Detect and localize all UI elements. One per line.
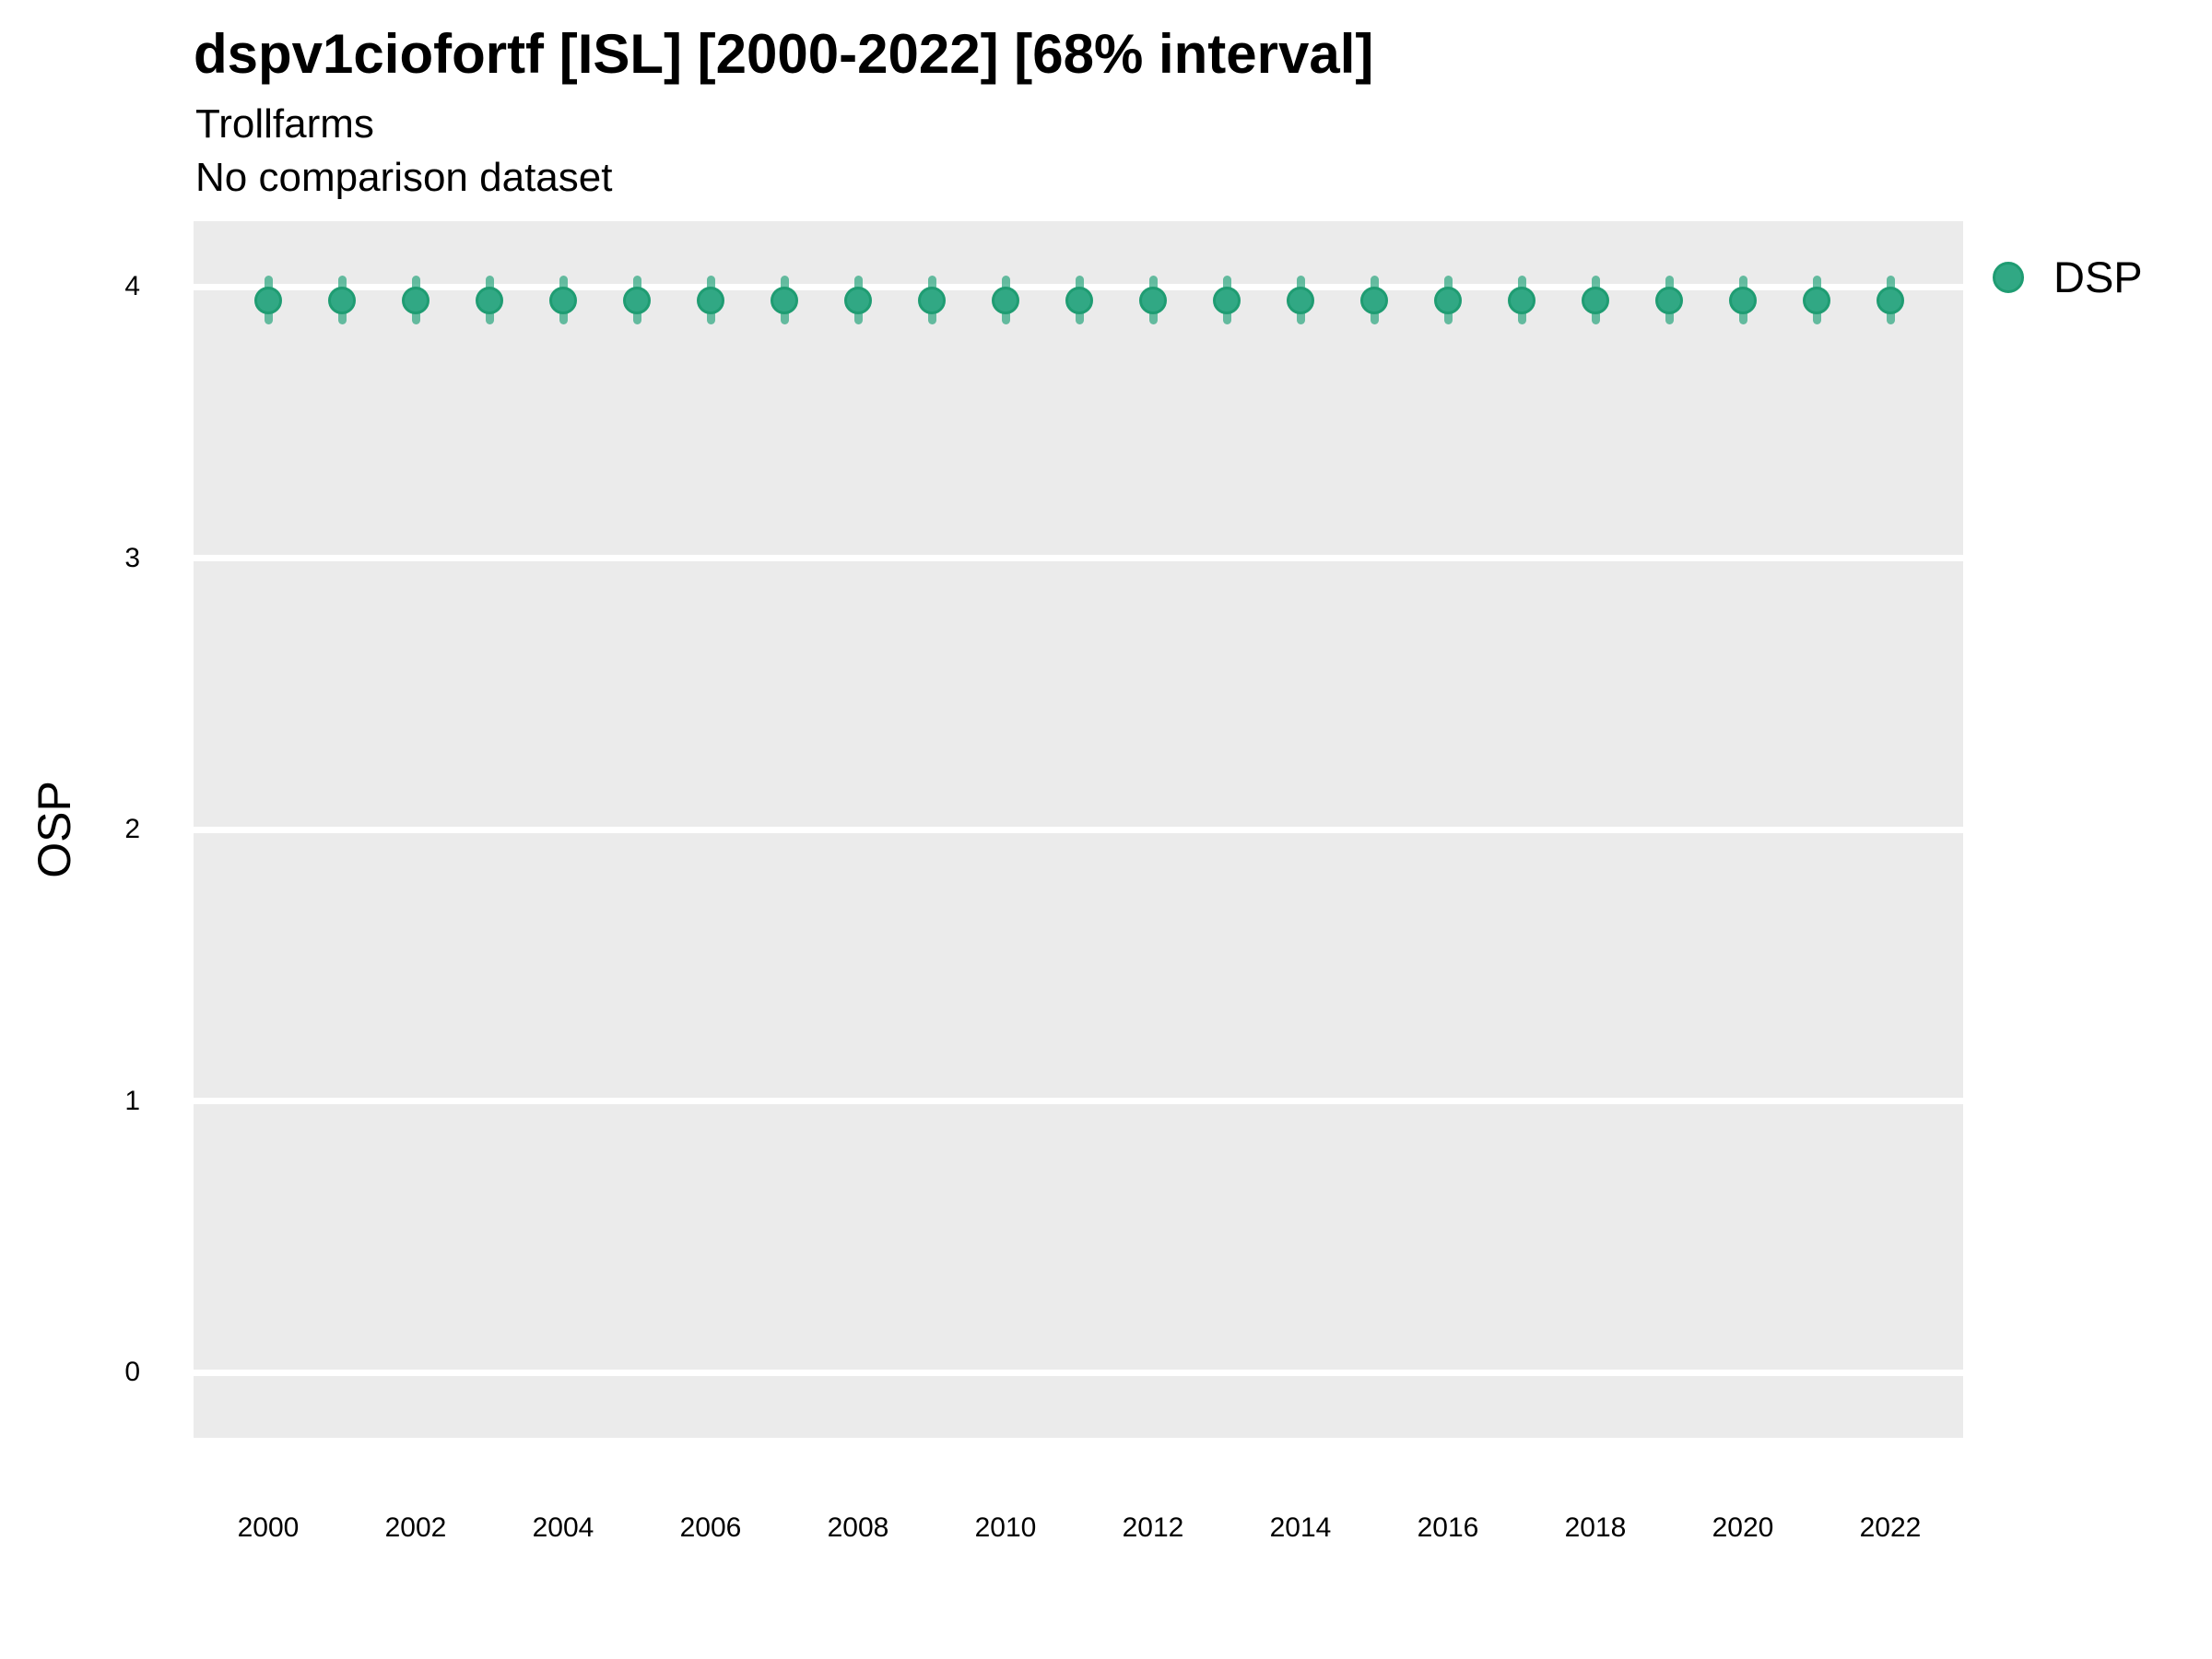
comparison-note: No comparison dataset (195, 155, 613, 200)
x-tick-label: 2022 (1859, 1512, 1922, 1543)
data-point (1729, 286, 1757, 314)
gridline-y-3 (194, 555, 1963, 561)
data-point (771, 286, 798, 314)
x-tick-label: 2016 (1417, 1512, 1479, 1543)
chart-subtitle: Trollfarms (195, 101, 374, 147)
x-tick-label: 2004 (532, 1512, 594, 1543)
data-point (1434, 286, 1462, 314)
data-point (549, 286, 577, 314)
y-tick-label: 2 (124, 814, 140, 844)
legend: DSP (1993, 253, 2143, 301)
gridline-y-0 (194, 1369, 1963, 1376)
data-point (1287, 286, 1314, 314)
data-point (623, 286, 651, 314)
data-point (1213, 286, 1241, 314)
y-tick-label: 3 (124, 542, 140, 573)
data-point (476, 286, 503, 314)
legend-point-icon (1993, 262, 2024, 293)
data-point (1655, 286, 1683, 314)
chart-title: dspv1ciofortf [ISL] [2000-2022] [68% int… (194, 23, 1374, 85)
y-tick-label: 1 (124, 1085, 140, 1116)
x-tick-label: 2020 (1712, 1512, 1774, 1543)
data-point (1139, 286, 1167, 314)
data-point (254, 286, 282, 314)
x-tick-label: 2010 (974, 1512, 1037, 1543)
data-point (1065, 286, 1093, 314)
y-tick-label: 4 (124, 271, 140, 301)
data-point (844, 286, 872, 314)
x-tick-label: 2000 (237, 1512, 300, 1543)
data-point (1360, 286, 1388, 314)
y-tick-label: 0 (124, 1357, 140, 1387)
data-point (992, 286, 1019, 314)
x-tick-label: 2006 (679, 1512, 742, 1543)
data-point (402, 286, 429, 314)
x-tick-label: 2012 (1122, 1512, 1184, 1543)
x-tick-label: 2002 (384, 1512, 447, 1543)
gridline-y-1 (194, 1098, 1963, 1104)
data-point (1582, 286, 1609, 314)
data-point (1877, 286, 1904, 314)
gridline-y-2 (194, 826, 1963, 833)
plot-panel (194, 221, 1963, 1438)
data-point (1508, 286, 1535, 314)
data-point (328, 286, 356, 314)
x-tick-label: 2018 (1564, 1512, 1627, 1543)
x-tick-label: 2014 (1269, 1512, 1332, 1543)
legend-label: DSP (2053, 253, 2143, 301)
data-point (918, 286, 946, 314)
x-tick-label: 2008 (827, 1512, 889, 1543)
data-point (1803, 286, 1830, 314)
data-point (697, 286, 724, 314)
